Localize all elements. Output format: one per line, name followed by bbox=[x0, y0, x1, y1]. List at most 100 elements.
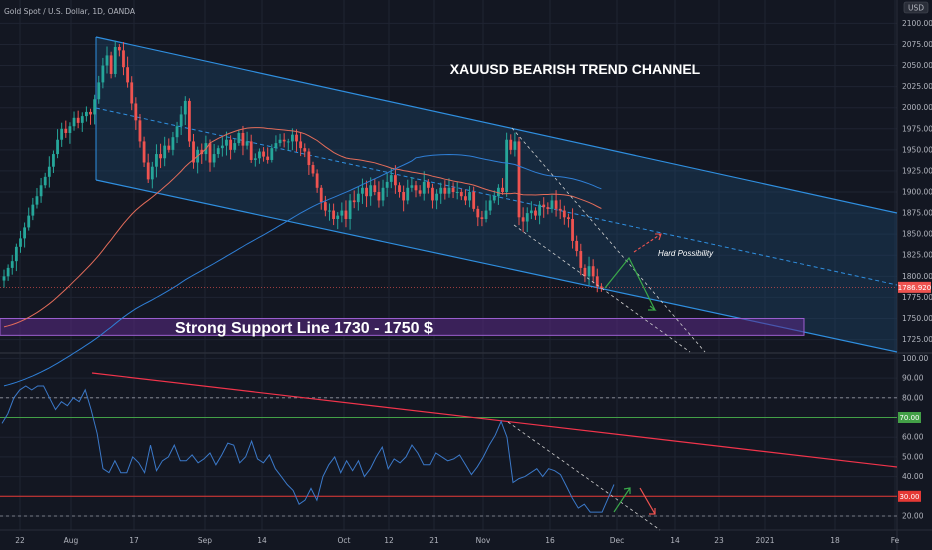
candle-body bbox=[517, 141, 521, 218]
candle bbox=[10, 254, 14, 275]
candle-body bbox=[579, 251, 583, 268]
candle bbox=[431, 183, 434, 209]
price-tick-label: 2050.00 bbox=[902, 61, 932, 70]
candle bbox=[39, 178, 43, 203]
candle-body bbox=[307, 151, 311, 166]
candle-body bbox=[39, 185, 43, 197]
candle-body bbox=[336, 215, 340, 219]
candle-body bbox=[19, 238, 22, 247]
candle-body bbox=[192, 141, 195, 163]
time-tick-label: 12 bbox=[384, 536, 394, 545]
candle-body bbox=[303, 148, 307, 152]
candle-body bbox=[85, 111, 88, 117]
candle-body bbox=[340, 210, 344, 216]
candle bbox=[381, 179, 385, 207]
rsi-tick-label: 60.00 bbox=[902, 433, 924, 442]
candle-body bbox=[274, 143, 278, 149]
candle-body bbox=[394, 175, 397, 186]
candle bbox=[418, 185, 422, 197]
candle-body bbox=[134, 103, 138, 121]
rsi-trend-line bbox=[91, 372, 898, 468]
candle-body bbox=[583, 267, 587, 277]
candle-body bbox=[171, 137, 175, 150]
candle bbox=[150, 161, 154, 189]
candle-body bbox=[521, 217, 525, 222]
candle bbox=[31, 197, 35, 221]
candle-body bbox=[497, 187, 500, 197]
candle-body bbox=[216, 148, 220, 155]
candle bbox=[35, 188, 39, 209]
candle-body bbox=[591, 266, 595, 277]
candle-body bbox=[80, 116, 84, 123]
candle bbox=[303, 143, 307, 158]
channel-fill bbox=[96, 37, 897, 352]
candle bbox=[188, 98, 191, 147]
candle-body bbox=[529, 210, 533, 214]
candle bbox=[225, 131, 228, 156]
candle-body bbox=[163, 145, 167, 159]
candle-body bbox=[389, 175, 393, 182]
candle-body bbox=[513, 141, 517, 150]
candles bbox=[2, 40, 603, 293]
time-tick-label: 14 bbox=[257, 536, 267, 545]
candle-body bbox=[377, 192, 381, 201]
candle bbox=[542, 197, 546, 218]
candle bbox=[521, 207, 525, 233]
candle bbox=[245, 131, 249, 150]
candle-body bbox=[6, 267, 10, 277]
candle bbox=[492, 190, 496, 204]
time-tick-label: Sep bbox=[198, 536, 212, 545]
candle-body bbox=[600, 286, 603, 289]
candle bbox=[377, 181, 381, 208]
price-tick-label: 1775.00 bbox=[902, 293, 932, 302]
candle-body bbox=[455, 192, 459, 194]
candle bbox=[373, 179, 377, 196]
support-zone-label: Strong Support Line 1730 - 1750 $ bbox=[175, 320, 433, 337]
candle-body bbox=[571, 218, 574, 241]
candle-body bbox=[406, 187, 410, 201]
candle bbox=[394, 165, 397, 194]
candle-body bbox=[468, 192, 471, 201]
rsi-tick-label: 80.00 bbox=[902, 393, 924, 402]
candle-body bbox=[138, 120, 142, 142]
candle-body bbox=[249, 141, 253, 160]
candle bbox=[348, 194, 352, 230]
candle bbox=[258, 148, 261, 164]
candle bbox=[369, 177, 373, 206]
candle-body bbox=[538, 204, 541, 216]
candle-body bbox=[159, 154, 162, 159]
candle bbox=[208, 139, 212, 172]
candle bbox=[587, 256, 591, 286]
candle-body bbox=[472, 192, 476, 209]
rsi-green-arrow bbox=[613, 487, 631, 513]
candle bbox=[472, 186, 476, 212]
candle-body bbox=[328, 210, 331, 212]
candle-body bbox=[14, 246, 18, 262]
candle bbox=[274, 135, 278, 152]
candle-body bbox=[266, 156, 270, 160]
candle-body bbox=[426, 181, 430, 188]
candle-body bbox=[175, 126, 179, 138]
candle bbox=[513, 132, 517, 157]
candle bbox=[192, 133, 195, 169]
green-projection-arrow bbox=[604, 256, 656, 311]
candle bbox=[171, 131, 175, 156]
candle-body bbox=[208, 143, 212, 163]
candle-body bbox=[229, 139, 232, 150]
candle bbox=[2, 269, 6, 288]
candle bbox=[562, 205, 566, 225]
candle-body bbox=[64, 128, 68, 133]
candle-body bbox=[361, 187, 364, 194]
time-tick-label: 16 bbox=[545, 536, 555, 545]
candle-body bbox=[344, 210, 348, 219]
candle-body bbox=[52, 154, 55, 167]
rsi-red-arrow bbox=[639, 487, 656, 515]
candle-body bbox=[534, 210, 537, 216]
candle bbox=[212, 143, 216, 168]
candle-body bbox=[439, 187, 443, 194]
candle bbox=[262, 147, 265, 162]
candle bbox=[126, 56, 129, 88]
candle bbox=[480, 210, 484, 227]
candle bbox=[447, 178, 451, 198]
